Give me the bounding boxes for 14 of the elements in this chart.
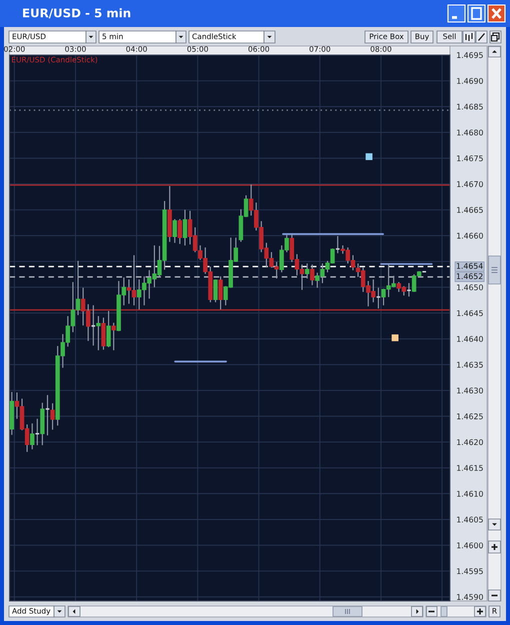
candlestick xyxy=(172,219,177,243)
candlestick xyxy=(310,264,314,286)
chart-title: EUR/USD - 5 min xyxy=(23,8,130,18)
candlestick xyxy=(30,423,34,450)
candlestick xyxy=(96,316,101,350)
candlestick xyxy=(50,403,55,430)
candlestick xyxy=(213,279,218,302)
candlestick xyxy=(106,310,111,348)
candlestick xyxy=(182,210,188,246)
candlestick xyxy=(178,219,182,244)
candlestick xyxy=(218,276,223,310)
candlestick xyxy=(304,263,310,278)
candlestick xyxy=(101,318,106,350)
candlestick xyxy=(111,322,116,350)
